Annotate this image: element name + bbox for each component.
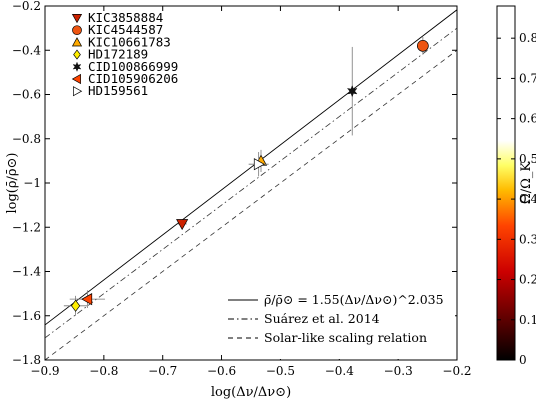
colorbar-gradient xyxy=(496,5,516,361)
colorbar-tick-label: 0.8 xyxy=(519,31,536,45)
fit-line-solid xyxy=(45,9,457,326)
colorbar-tick-label: 0.6 xyxy=(519,112,536,126)
y-tick-label: −0.8 xyxy=(12,132,41,146)
legend-marker-triangle-up xyxy=(71,37,83,47)
colorbar-tick-label: 0.7 xyxy=(519,71,536,85)
colorbar-tick-label: 0.5 xyxy=(519,152,536,166)
legend-label-kic4544587: KIC4544587 xyxy=(88,22,163,37)
legend-label-cid100866999: CID100866999 xyxy=(88,59,178,74)
marker-diamond xyxy=(71,299,81,312)
legend-line-label: Suárez et al. 2014 xyxy=(264,311,380,326)
legend-marker-diamond xyxy=(73,49,81,60)
fit-line-dashed xyxy=(45,49,457,360)
y-tick-label: −0.6 xyxy=(12,88,41,102)
x-axis-label: log(Δν/Δν⊙) xyxy=(211,385,291,400)
legend-line-label: Solar-like scaling relation xyxy=(264,330,427,345)
star-point-hd159561 xyxy=(248,152,269,177)
y-axis-label: log(ρ̄/ρ̄⊙) xyxy=(5,152,20,213)
y-tick-label: −1.4 xyxy=(12,265,42,279)
x-tick-label: −0.5 xyxy=(266,364,295,378)
x-tick-label: −0.4 xyxy=(325,364,355,378)
fit-lines xyxy=(45,9,457,360)
legend-lines: ρ̄/ρ̄⊙ = 1.55(Δν/Δν⊙)^2.035 Suárez et al.… xyxy=(222,288,455,359)
star-point-kic3858884 xyxy=(176,219,189,231)
y-tick-label: −0.2 xyxy=(12,0,41,13)
x-tick-label: −0.2 xyxy=(442,364,471,378)
y-tick-label: −1.2 xyxy=(12,220,41,234)
legend-marker-circle xyxy=(72,25,82,36)
legend-label-kic3858884: KIC3858884 xyxy=(88,10,163,25)
legend-marker-star xyxy=(72,61,82,73)
marker-circle xyxy=(417,39,429,52)
legend-lines-box xyxy=(222,288,455,359)
data-points xyxy=(63,36,429,316)
y-tick-label: −1.8 xyxy=(12,353,41,367)
colorbar-label: Ω/Ω_K xyxy=(519,162,534,204)
legend-marker-triangle-down xyxy=(71,14,83,24)
x-tick-label: −0.9 xyxy=(30,364,59,378)
colorbar-tick-label: 0.3 xyxy=(519,232,536,246)
marker-triangle-left xyxy=(81,293,93,306)
y-tick-label: −0.4 xyxy=(12,43,42,57)
colorbar-tick-label: 0.2 xyxy=(519,273,536,287)
legend-stars: KIC3858884KIC4544587KIC10661783HD172189C… xyxy=(71,10,178,98)
y-tick-label: −1.6 xyxy=(12,309,41,323)
axis-ticks: −0.9 −0.8 −0.7 −0.6 −0.5 −0.4 −0.3 −0.2 −1.8 −1.6… xyxy=(12,0,472,378)
legend-label-hd172189: HD172189 xyxy=(88,47,148,62)
colorbar: 0 0.1 0.2 0.3 0.4 0.5 0.6 0.7 0.8 Ω/Ω_K xyxy=(496,5,536,367)
legend-line-label: ρ̄/ρ̄⊙ = 1.55(Δν/Δν⊙)^2.035 xyxy=(264,292,444,307)
colorbar-tick-label: 0 xyxy=(519,353,527,367)
star-point-cid100866999 xyxy=(346,46,358,136)
marker-triangle-down xyxy=(176,219,189,231)
legend-label-hd159561: HD159561 xyxy=(88,83,148,98)
colorbar-ticks: 0 0.1 0.2 0.3 0.4 0.5 0.6 0.7 0.8 xyxy=(497,31,536,367)
colorbar-tick-label: 0.4 xyxy=(519,192,536,206)
marker-star xyxy=(346,84,358,98)
colorbar-tick-label: 0.1 xyxy=(519,313,536,327)
legend-marker-triangle-right xyxy=(73,86,83,97)
marker-triangle-right xyxy=(253,158,265,171)
y-tick-label: −1 xyxy=(23,176,41,190)
star-point-kic4544587 xyxy=(417,36,429,55)
x-tick-label: −0.3 xyxy=(384,364,413,378)
fit-line-dashdot xyxy=(45,27,457,339)
x-tick-label: −0.6 xyxy=(207,364,236,378)
legend-label-cid105906206: CID105906206 xyxy=(88,71,178,86)
x-tick-label: −0.8 xyxy=(89,364,118,378)
star-point-cid105906206 xyxy=(69,290,106,309)
x-tick-label: −0.7 xyxy=(148,364,177,378)
legend-marker-triangle-left xyxy=(71,73,81,85)
legend-label-kic10661783: KIC10661783 xyxy=(88,34,171,49)
